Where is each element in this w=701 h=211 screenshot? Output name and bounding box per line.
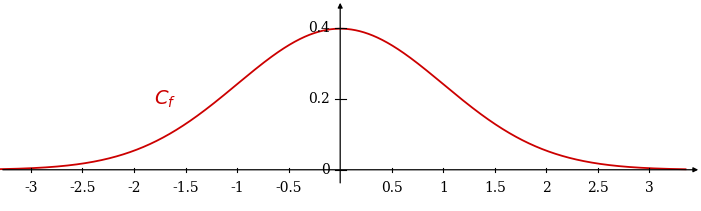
Text: $C_f$: $C_f$ xyxy=(154,88,176,110)
Text: 0.4: 0.4 xyxy=(308,21,330,35)
Text: 0.5: 0.5 xyxy=(381,181,402,195)
Text: -1: -1 xyxy=(231,181,244,195)
Text: 0: 0 xyxy=(321,163,330,177)
Text: 1.5: 1.5 xyxy=(484,181,505,195)
Text: 0.2: 0.2 xyxy=(308,92,330,106)
Text: -2.5: -2.5 xyxy=(69,181,96,195)
Text: 2: 2 xyxy=(542,181,551,195)
Text: 1: 1 xyxy=(439,181,448,195)
Text: -0.5: -0.5 xyxy=(275,181,302,195)
Text: 3: 3 xyxy=(645,181,654,195)
Text: -2: -2 xyxy=(128,181,141,195)
Text: -1.5: -1.5 xyxy=(172,181,199,195)
Text: 2.5: 2.5 xyxy=(587,181,608,195)
Text: -3: -3 xyxy=(24,181,38,195)
